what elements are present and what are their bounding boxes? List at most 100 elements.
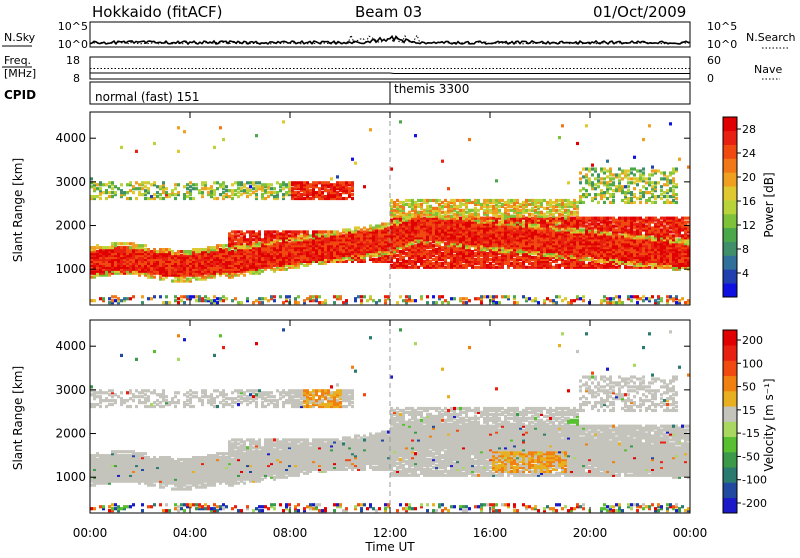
power-cell (522, 215, 525, 218)
power-cell (336, 230, 339, 233)
power-cell (429, 242, 432, 245)
power-cell (465, 199, 468, 202)
power-cell (432, 199, 435, 202)
power-cell (429, 260, 432, 263)
power-cell (138, 244, 141, 247)
power-cell (459, 297, 462, 300)
power-cell (384, 222, 387, 225)
power-cell (327, 189, 330, 192)
power-cell (621, 177, 624, 180)
power-cell (279, 183, 282, 186)
power-cell (393, 262, 396, 265)
power-cell (588, 193, 591, 196)
power-cell (501, 213, 504, 216)
power-cell (414, 201, 417, 204)
power-cell (216, 297, 219, 300)
power-cell (258, 181, 261, 184)
power-cell (465, 215, 468, 218)
power-cell (240, 193, 243, 196)
power-cell (399, 205, 402, 208)
power-cell (216, 187, 219, 190)
power-cell (411, 213, 414, 216)
power-cell (414, 134, 417, 137)
power-cell (336, 175, 339, 178)
power-cell (198, 277, 201, 280)
power-cell (204, 276, 207, 279)
power-cell (195, 187, 198, 190)
power-cell (162, 181, 165, 184)
power-cell (309, 197, 312, 200)
power-cell (471, 201, 474, 204)
power-cell (141, 181, 144, 184)
power-cell (513, 215, 516, 218)
power-cell (504, 201, 507, 204)
power-cell (603, 299, 606, 302)
power-cell (498, 199, 501, 202)
power-cell (129, 297, 132, 300)
power-cell (585, 189, 588, 192)
power-cell (393, 209, 396, 212)
power-cell (537, 211, 540, 214)
power-cell (441, 201, 444, 204)
power-cell (186, 295, 189, 298)
power-cell (498, 215, 501, 218)
power-cell (183, 295, 186, 298)
power-cell (609, 177, 612, 180)
plot-title: Hokkaido (fitACF) (92, 3, 223, 21)
power-cell (228, 189, 231, 192)
power-cell (462, 209, 465, 212)
cpid-panel: CPID normal (fast) 151 themis 3300 (4, 82, 690, 104)
power-cell (576, 211, 579, 214)
power-cell (330, 230, 333, 233)
power-cell (345, 260, 348, 263)
power-cell (192, 295, 195, 298)
power-cell (135, 197, 138, 200)
power-cell (453, 213, 456, 216)
power-cell (282, 230, 285, 233)
power-cell (528, 297, 531, 300)
power-cell (147, 187, 150, 190)
power-cell (339, 232, 342, 235)
power-cell (594, 183, 597, 186)
power-cell (264, 189, 267, 192)
power-cell (462, 264, 465, 267)
power-cell (111, 181, 114, 184)
power-cell (477, 266, 480, 269)
power-cell (237, 191, 240, 194)
power-cell (612, 177, 615, 180)
power-cell (618, 295, 621, 298)
power-cell (630, 295, 633, 298)
power-cell (444, 211, 447, 214)
power-cell (207, 191, 210, 194)
power-cell (525, 209, 528, 212)
power-cell (144, 244, 147, 247)
power-cell (396, 199, 399, 202)
power-cell (246, 238, 249, 241)
power-cell (528, 209, 531, 212)
power-cell (426, 301, 429, 304)
freq-label-line1: Freq. (4, 54, 31, 67)
power-cell (180, 250, 183, 253)
power-cell (372, 258, 375, 261)
power-cell (198, 248, 201, 251)
power-cell (501, 203, 504, 206)
power-cell (564, 209, 567, 212)
power-cell (138, 183, 141, 186)
power-cell (585, 224, 588, 227)
power-cell (345, 197, 348, 200)
power-cell (600, 224, 603, 227)
power-cell (513, 258, 516, 261)
power-cell (189, 185, 192, 188)
power-cell (210, 185, 213, 188)
power-cell (270, 183, 273, 186)
power-cell (495, 301, 498, 304)
power-cell (519, 209, 522, 212)
power-cell (267, 299, 270, 302)
power-cell (462, 199, 465, 202)
power-cell (444, 199, 447, 202)
power-cell (354, 162, 357, 165)
power-cell (600, 299, 603, 302)
power-cell (621, 217, 624, 220)
power-cell (270, 230, 273, 233)
